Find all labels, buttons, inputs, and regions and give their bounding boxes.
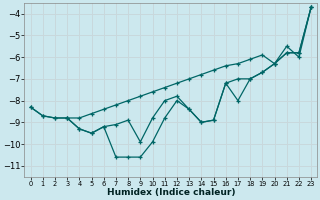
X-axis label: Humidex (Indice chaleur): Humidex (Indice chaleur)	[107, 188, 235, 197]
